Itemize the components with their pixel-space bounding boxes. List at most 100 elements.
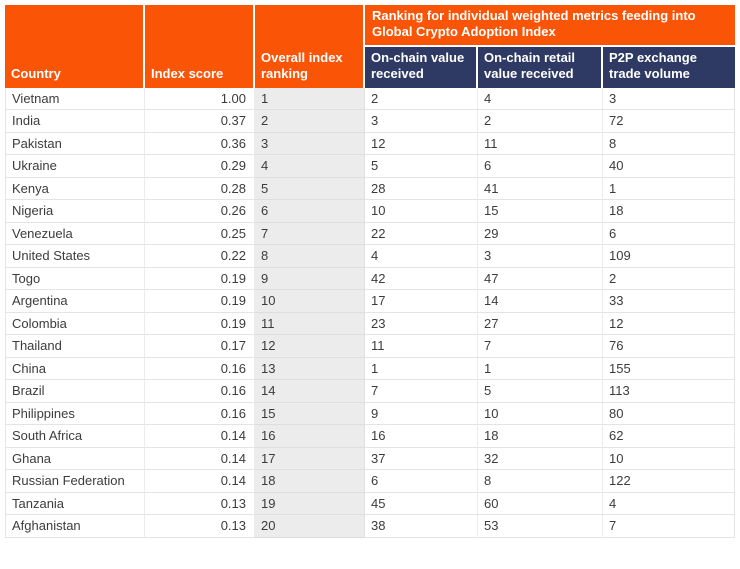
cell-m1: 4 [365, 245, 478, 268]
cell-country: Afghanistan [5, 515, 145, 538]
cell-overall: 2 [255, 110, 365, 133]
cell-m2: 60 [478, 492, 603, 515]
cell-m2: 10 [478, 402, 603, 425]
cell-country: Argentina [5, 290, 145, 313]
sub-header-row: On-chain value received On-chain retail … [5, 46, 735, 88]
cell-m2: 7 [478, 335, 603, 358]
cell-m1: 3 [365, 110, 478, 133]
cell-overall: 5 [255, 177, 365, 200]
cell-overall: 16 [255, 425, 365, 448]
metrics-group-header: Ranking for individual weighted metrics … [365, 5, 735, 47]
cell-score: 0.14 [145, 470, 255, 493]
cell-overall: 10 [255, 290, 365, 313]
cell-overall: 14 [255, 380, 365, 403]
cell-m3: 62 [603, 425, 735, 448]
cell-country: Russian Federation [5, 470, 145, 493]
table-row: Nigeria 0.26 6 10 15 18 [5, 200, 735, 223]
cell-overall: 18 [255, 470, 365, 493]
cell-overall: 11 [255, 312, 365, 335]
column-header-country: Country [5, 5, 145, 88]
cell-m1: 9 [365, 402, 478, 425]
cell-m3: 76 [603, 335, 735, 358]
cell-m1: 1 [365, 357, 478, 380]
cell-m3: 40 [603, 155, 735, 178]
cell-m3: 18 [603, 200, 735, 223]
table-row: Ukraine 0.29 4 5 6 40 [5, 155, 735, 178]
cell-country: Ukraine [5, 155, 145, 178]
cell-country: Togo [5, 267, 145, 290]
cell-overall: 17 [255, 447, 365, 470]
cell-m3: 109 [603, 245, 735, 268]
cell-country: Kenya [5, 177, 145, 200]
column-header-onchain-value-received: On-chain value received [365, 46, 478, 88]
table-row: Tanzania 0.13 19 45 60 4 [5, 492, 735, 515]
cell-m1: 22 [365, 222, 478, 245]
cell-overall: 19 [255, 492, 365, 515]
table-row: Ghana 0.14 17 37 32 10 [5, 447, 735, 470]
cell-m2: 47 [478, 267, 603, 290]
cell-m2: 3 [478, 245, 603, 268]
cell-country: China [5, 357, 145, 380]
cell-m3: 155 [603, 357, 735, 380]
cell-overall: 15 [255, 402, 365, 425]
crypto-adoption-table: Country Index score Overall index rankin… [5, 5, 735, 538]
cell-m1: 45 [365, 492, 478, 515]
cell-m3: 12 [603, 312, 735, 335]
table-row: Vietnam 1.00 1 2 4 3 [5, 87, 735, 110]
cell-score: 0.17 [145, 335, 255, 358]
table-row: Kenya 0.28 5 28 41 1 [5, 177, 735, 200]
column-header-onchain-retail-value-received: On-chain retail value received [478, 46, 603, 88]
cell-m1: 5 [365, 155, 478, 178]
cell-m1: 38 [365, 515, 478, 538]
cell-m2: 15 [478, 200, 603, 223]
cell-score: 0.26 [145, 200, 255, 223]
cell-score: 0.13 [145, 515, 255, 538]
cell-score: 0.29 [145, 155, 255, 178]
cell-m2: 41 [478, 177, 603, 200]
cell-country: Thailand [5, 335, 145, 358]
table-row: Russian Federation 0.14 18 6 8 122 [5, 470, 735, 493]
cell-m2: 11 [478, 132, 603, 155]
cell-m3: 1 [603, 177, 735, 200]
cell-country: Philippines [5, 402, 145, 425]
cell-score: 0.14 [145, 425, 255, 448]
cell-m2: 53 [478, 515, 603, 538]
table-row: Philippines 0.16 15 9 10 80 [5, 402, 735, 425]
table-row: United States 0.22 8 4 3 109 [5, 245, 735, 268]
cell-country: Colombia [5, 312, 145, 335]
cell-overall: 20 [255, 515, 365, 538]
cell-m3: 33 [603, 290, 735, 313]
cell-m2: 14 [478, 290, 603, 313]
cell-country: Vietnam [5, 87, 145, 110]
column-header-index-score: Index score [145, 5, 255, 88]
cell-m3: 80 [603, 402, 735, 425]
cell-m1: 42 [365, 267, 478, 290]
table-row: Colombia 0.19 11 23 27 12 [5, 312, 735, 335]
cell-m3: 8 [603, 132, 735, 155]
cell-score: 0.16 [145, 357, 255, 380]
cell-m1: 23 [365, 312, 478, 335]
cell-m2: 27 [478, 312, 603, 335]
cell-m2: 18 [478, 425, 603, 448]
cell-overall: 6 [255, 200, 365, 223]
cell-m2: 32 [478, 447, 603, 470]
cell-m3: 113 [603, 380, 735, 403]
cell-m2: 29 [478, 222, 603, 245]
cell-m3: 2 [603, 267, 735, 290]
cell-country: South Africa [5, 425, 145, 448]
cell-overall: 4 [255, 155, 365, 178]
cell-m1: 17 [365, 290, 478, 313]
cell-m2: 4 [478, 87, 603, 110]
cell-m3: 122 [603, 470, 735, 493]
cell-m2: 6 [478, 155, 603, 178]
cell-overall: 12 [255, 335, 365, 358]
cell-country: United States [5, 245, 145, 268]
cell-m1: 16 [365, 425, 478, 448]
cell-score: 0.19 [145, 290, 255, 313]
cell-overall: 9 [255, 267, 365, 290]
table-row: Pakistan 0.36 3 12 11 8 [5, 132, 735, 155]
table-row: Argentina 0.19 10 17 14 33 [5, 290, 735, 313]
cell-score: 0.28 [145, 177, 255, 200]
table-header: Country Index score Overall index rankin… [5, 5, 735, 88]
